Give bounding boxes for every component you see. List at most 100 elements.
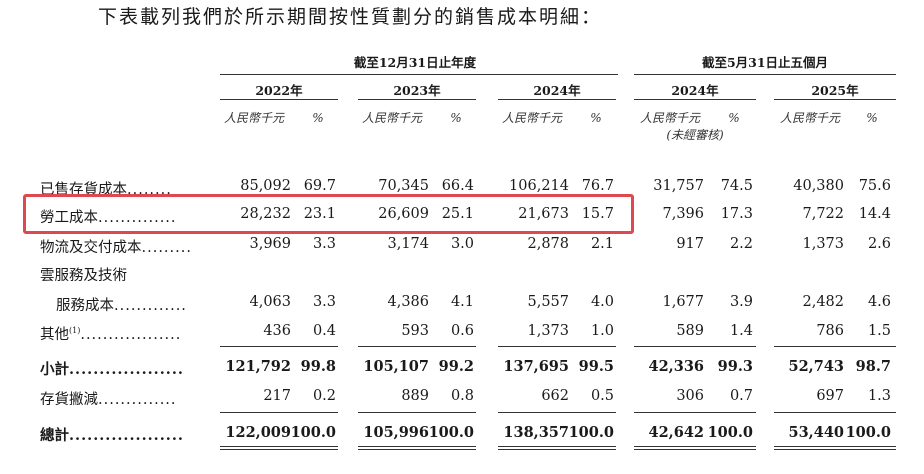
cell-pct: 0.7: [729, 388, 753, 404]
cell-pct: 2.1: [590, 236, 614, 252]
unit-rmb: 人民幣千元: [361, 111, 422, 125]
cell-pct: 69.7: [303, 178, 336, 194]
group-rule-fiscal-year: [220, 74, 618, 75]
year-header-2022: 2022年: [255, 83, 303, 98]
cell-value: 137,695: [503, 358, 569, 375]
total-double-rule: [220, 449, 338, 450]
leader-dots: ..................: [80, 327, 182, 343]
row-label-text: 總計: [40, 427, 69, 444]
total-double-rule: [358, 449, 476, 450]
cell-pct: 0.6: [450, 323, 474, 339]
total-rule: [498, 412, 616, 413]
total-double-rule: [358, 446, 476, 447]
cell-value: 70,345: [378, 178, 429, 194]
row-label-text: 存貨撇減: [40, 392, 98, 408]
cell-pct: 100.0: [290, 424, 336, 441]
cell-value: 106,214: [509, 178, 569, 194]
cell-value: 1,373: [527, 323, 569, 339]
cell-value: 138,357: [503, 424, 569, 441]
cell-pct: 2.2: [729, 236, 753, 252]
unit-pct: %: [866, 111, 878, 125]
subtotal-rule: [774, 346, 896, 347]
cell-value: 1,373: [802, 236, 844, 252]
row-label-inventory-writedown: 存貨撇減..............: [40, 388, 177, 409]
cell-pct: 76.7: [581, 178, 614, 194]
cell-pct: 99.8: [300, 358, 336, 375]
intro-text: 下表載列我們於所示期間按性質劃分的銷售成本明細：: [98, 6, 603, 28]
cell-value: 786: [816, 323, 844, 339]
cell-pct: 0.4: [312, 323, 336, 339]
row-label-text: 小計: [40, 361, 69, 378]
unit-pct: %: [590, 111, 602, 125]
cell-value: 589: [676, 323, 704, 339]
row-label-labor-cost: 勞工成本..............: [40, 206, 177, 227]
cell-pct: 0.8: [450, 388, 474, 404]
cell-pct: 3.3: [312, 294, 336, 310]
cell-pct: 100.0: [845, 424, 891, 441]
total-double-rule: [634, 446, 756, 447]
footnote-marker: (1): [69, 326, 81, 336]
group-header-five-months: 截至5月31日止五個月: [701, 55, 829, 70]
highlight-box: [23, 194, 634, 234]
cell-value: 53,440: [788, 424, 845, 441]
subtotal-rule: [634, 346, 756, 347]
total-rule: [220, 412, 338, 413]
cell-value: 2,878: [527, 236, 569, 252]
cell-value: 7,396: [662, 206, 704, 222]
cell-value: 31,757: [653, 178, 704, 194]
group-header-fiscal-year: 截至12月31日止年度: [353, 55, 477, 70]
cell-pct: 3.0: [450, 236, 474, 252]
cell-value: 42,336: [648, 358, 705, 375]
unit-rmb: 人民幣千元: [639, 111, 700, 125]
cell-value: 21,673: [518, 206, 569, 222]
cell-pct: 99.5: [578, 358, 614, 375]
leader-dots: ..............: [98, 392, 177, 408]
cell-value: 85,092: [240, 178, 291, 194]
cell-value: 40,380: [793, 178, 844, 194]
cell-pct: 17.3: [720, 206, 753, 222]
cell-pct: 4.6: [867, 294, 891, 310]
cell-value: 4,386: [387, 294, 429, 310]
cell-pct: 25.1: [441, 206, 474, 222]
cell-value: 1,677: [662, 294, 704, 310]
subtotal-rule: [220, 346, 338, 347]
year-rule: [634, 99, 756, 100]
cell-pct: 1.0: [590, 323, 614, 339]
cell-value: 4,063: [249, 294, 291, 310]
cell-value: 121,792: [225, 358, 291, 375]
cell-pct: 4.0: [590, 294, 614, 310]
cell-pct: 3.3: [312, 236, 336, 252]
row-label-service-cost: 服務成本.............: [56, 294, 187, 315]
cell-pct: 74.5: [720, 178, 753, 194]
year-rule: [774, 99, 896, 100]
total-double-rule: [774, 446, 896, 447]
total-rule: [774, 412, 896, 413]
cell-value: 42,642: [648, 424, 705, 441]
row-label-text: 服務成本: [56, 298, 114, 314]
row-label-logistics-cost: 物流及交付成本.........: [40, 236, 192, 257]
row-label-text: 雲服務及技術: [40, 268, 127, 284]
cell-pct: 0.2: [312, 388, 336, 404]
total-rule: [634, 412, 756, 413]
row-label-cloud-services: 雲服務及技術: [40, 264, 127, 285]
total-double-rule: [498, 446, 616, 447]
cell-value: 52,743: [788, 358, 845, 375]
unit-pct: %: [728, 111, 740, 125]
cell-pct: 75.6: [858, 178, 891, 194]
cell-pct: 66.4: [441, 178, 474, 194]
cell-value: 593: [401, 323, 429, 339]
leader-dots: .............: [114, 298, 187, 314]
year-rule: [358, 99, 476, 100]
cell-value: 306: [676, 388, 704, 404]
cell-value: 105,996: [363, 424, 429, 441]
row-label-text: 勞工成本: [40, 210, 98, 226]
cell-pct: 100.0: [707, 424, 753, 441]
cell-value: 917: [676, 236, 704, 252]
unit-rmb: 人民幣千元: [223, 111, 284, 125]
unit-rmb: 人民幣千元: [501, 111, 562, 125]
total-double-rule: [774, 449, 896, 450]
row-label-subtotal: 小計...................: [40, 358, 184, 379]
cell-value: 2,482: [802, 294, 844, 310]
cell-pct: 3.9: [729, 294, 753, 310]
year-header-2024: 2024年: [533, 83, 581, 98]
